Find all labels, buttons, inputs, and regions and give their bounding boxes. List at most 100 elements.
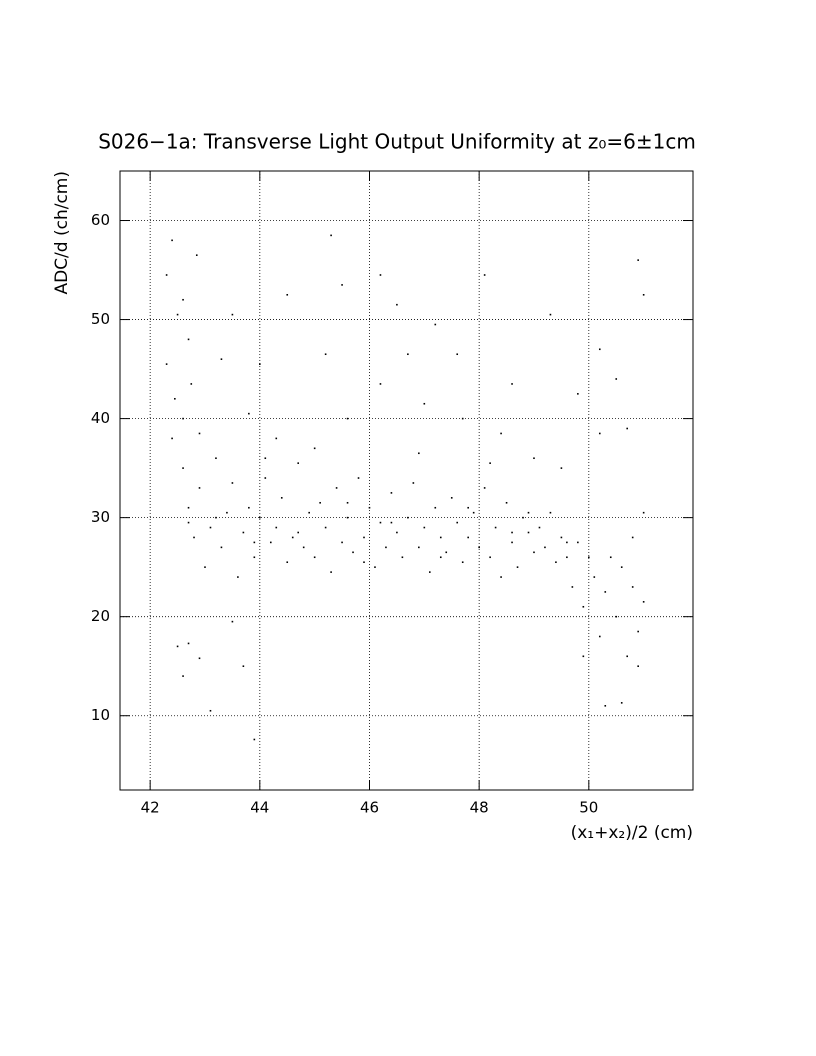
scatter-point bbox=[533, 551, 535, 554]
scatter-point bbox=[253, 541, 256, 544]
scatter-point bbox=[642, 294, 645, 296]
scatter-point bbox=[598, 432, 601, 435]
scatter-point bbox=[187, 521, 190, 524]
scatter-point bbox=[231, 482, 234, 484]
scatter-point bbox=[330, 234, 332, 237]
scatter-point bbox=[374, 566, 376, 568]
scatter-point bbox=[187, 642, 190, 645]
scatter-point bbox=[620, 566, 623, 568]
scatter-point bbox=[500, 576, 502, 578]
scatter-point bbox=[598, 348, 601, 351]
scatter-point bbox=[264, 477, 267, 479]
scatter-point bbox=[242, 531, 245, 534]
y-tick-label: 20 bbox=[91, 607, 110, 625]
scatter-point bbox=[598, 635, 601, 638]
scatter-point bbox=[198, 487, 201, 489]
scatter-point bbox=[527, 511, 530, 514]
scatter-point bbox=[248, 412, 250, 415]
scatter-point bbox=[429, 571, 431, 573]
scatter-point bbox=[215, 516, 217, 519]
scatter-point bbox=[593, 576, 596, 578]
scatter-point bbox=[165, 363, 168, 365]
scatter-point bbox=[582, 605, 585, 608]
scatter-point bbox=[609, 556, 612, 559]
scatter-point bbox=[500, 432, 502, 435]
scatter-point bbox=[396, 531, 398, 534]
scatter-point bbox=[615, 378, 618, 380]
scatter-point bbox=[483, 487, 486, 489]
scatter-point bbox=[467, 506, 469, 509]
scatter-point bbox=[637, 630, 639, 633]
scatter-point bbox=[302, 546, 305, 549]
scatter-point bbox=[533, 457, 535, 460]
x-tick-label: 48 bbox=[470, 799, 489, 817]
y-axis-label: ADC/d (ch/cm) bbox=[52, 171, 72, 295]
scatter-point bbox=[363, 536, 365, 539]
scatter-point bbox=[472, 511, 475, 514]
scatter-point bbox=[588, 556, 590, 559]
scatter-point bbox=[494, 526, 497, 529]
scatter-point bbox=[390, 492, 393, 494]
y-tick-label: 60 bbox=[91, 211, 110, 229]
scatter-point bbox=[418, 452, 420, 455]
scatter-point bbox=[407, 516, 409, 519]
scatter-point bbox=[363, 561, 365, 564]
scatter-point bbox=[209, 526, 212, 529]
scatter-point bbox=[231, 313, 234, 316]
scatter-point bbox=[174, 397, 176, 400]
scatter-point bbox=[313, 556, 316, 559]
scatter-point bbox=[182, 417, 184, 420]
scatter-point bbox=[286, 294, 289, 296]
scatter-point bbox=[615, 615, 618, 618]
scatter-point bbox=[527, 531, 530, 534]
scatter-point bbox=[330, 571, 332, 573]
scatter-point bbox=[190, 383, 193, 385]
chart-title: S026−1a: Transverse Light Output Uniform… bbox=[98, 130, 696, 154]
scatter-point bbox=[582, 655, 585, 658]
scatter-point bbox=[324, 353, 327, 356]
scatter-point bbox=[483, 274, 486, 276]
scatter-point bbox=[461, 417, 464, 420]
scatter-point bbox=[478, 546, 480, 549]
y-tick-label: 40 bbox=[91, 409, 110, 427]
scatter-point bbox=[538, 526, 541, 529]
scatter-point bbox=[396, 303, 398, 306]
scatter-point bbox=[379, 521, 382, 524]
scatter-point bbox=[566, 556, 568, 559]
scatter-point bbox=[626, 655, 629, 658]
scatter-point bbox=[522, 516, 524, 519]
scatter-point bbox=[308, 511, 310, 514]
scatter-point bbox=[171, 437, 173, 440]
scatter-point bbox=[637, 665, 639, 667]
scatter-point bbox=[176, 313, 179, 316]
scatter-point bbox=[195, 254, 198, 256]
scatter-point bbox=[209, 709, 212, 712]
scatter-point bbox=[604, 705, 607, 707]
scatter-point bbox=[423, 402, 426, 405]
scatter-point bbox=[461, 561, 464, 564]
scatter-point bbox=[346, 501, 349, 504]
x-tick-label: 46 bbox=[360, 799, 379, 817]
scatter-point bbox=[439, 536, 442, 539]
scatter-point bbox=[434, 506, 437, 509]
scatter-point bbox=[511, 383, 513, 385]
scatter-point bbox=[379, 274, 382, 276]
scatter-point bbox=[560, 467, 563, 469]
scatter-point bbox=[215, 457, 217, 460]
scatter-point bbox=[253, 738, 256, 741]
scatter-point bbox=[604, 591, 607, 593]
scatter-point bbox=[577, 393, 579, 395]
scatter-point bbox=[560, 536, 563, 539]
scatter-point bbox=[231, 620, 234, 623]
scatter-point bbox=[566, 541, 568, 544]
scatter-point bbox=[549, 511, 552, 514]
scatter-point bbox=[291, 536, 294, 539]
scatter-point bbox=[275, 437, 278, 440]
scatter-point bbox=[412, 482, 415, 484]
x-axis-label: (x₁+x₂)/2 (cm) bbox=[571, 823, 693, 843]
scatter-point bbox=[341, 284, 343, 286]
scatter-point bbox=[198, 657, 201, 660]
scatter-point bbox=[182, 298, 184, 301]
scatter-point bbox=[555, 561, 557, 564]
scatter-point bbox=[544, 546, 546, 549]
